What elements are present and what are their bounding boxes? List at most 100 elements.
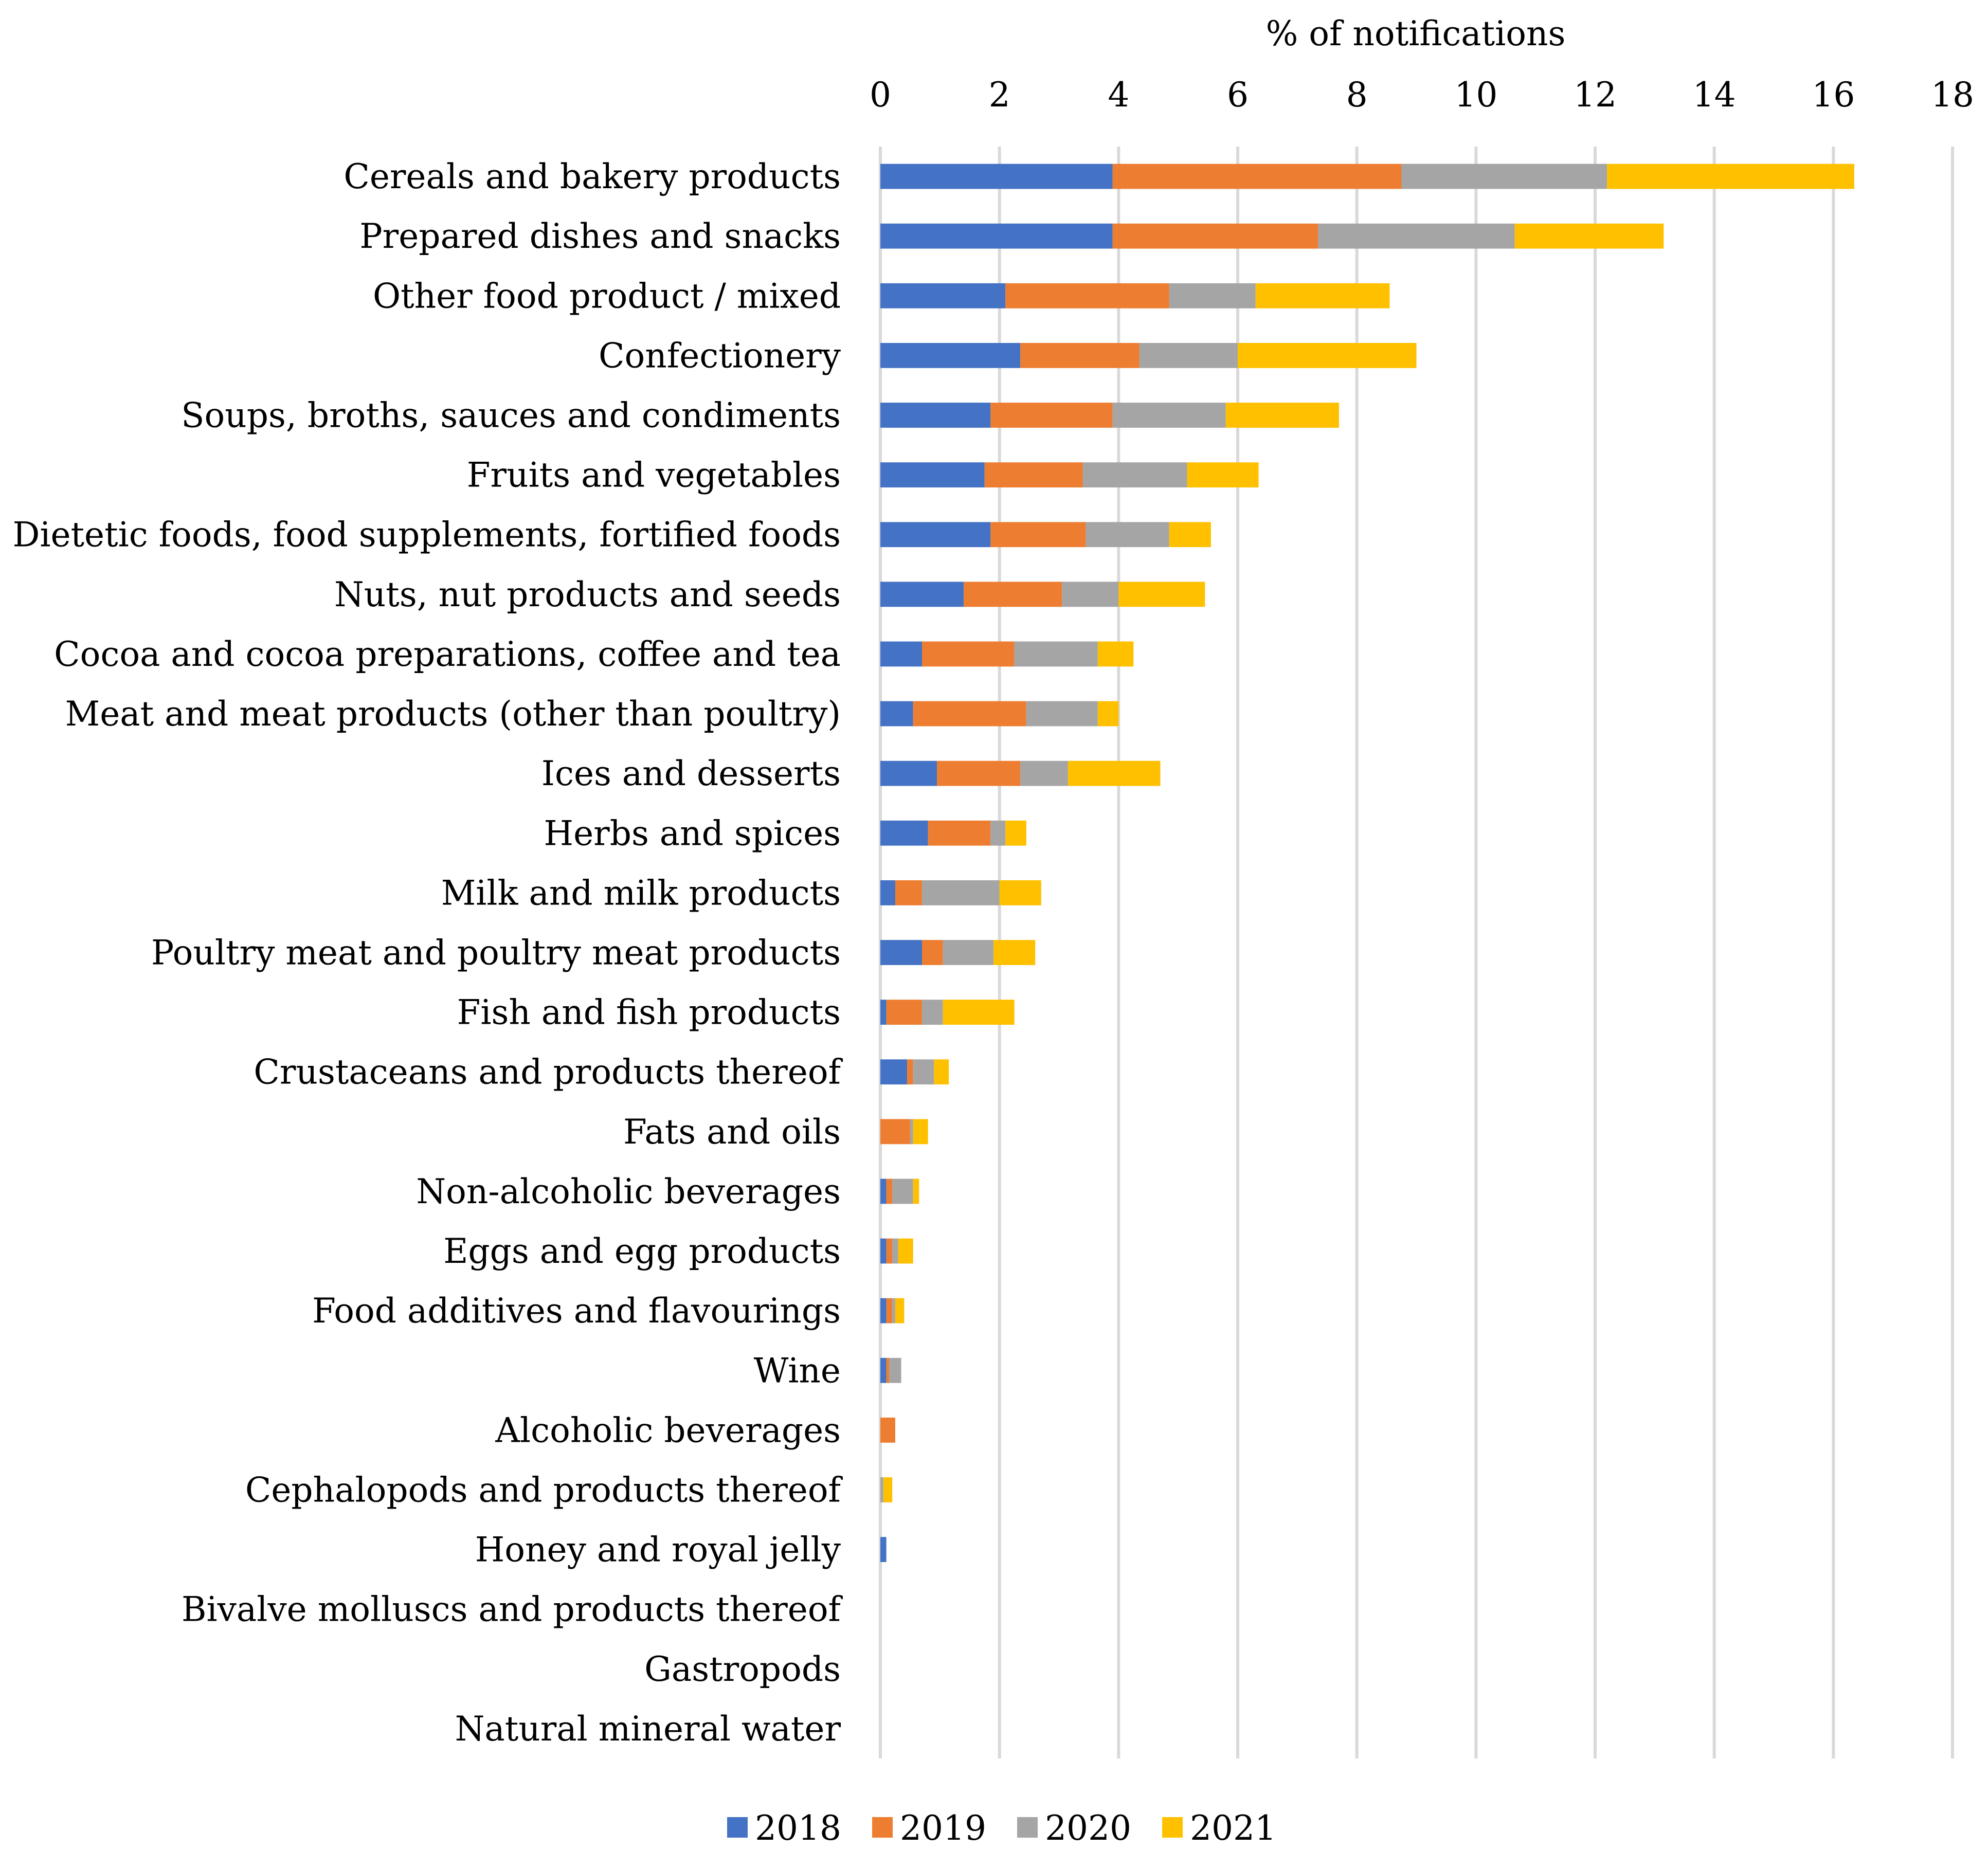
category-label: Ices and desserts [541,754,841,793]
bar-2019 [913,701,1026,727]
bar-2020 [1082,462,1187,487]
x-tick-label: 18 [1931,75,1974,115]
bar-2021 [1238,343,1417,368]
bar-2019 [886,1000,923,1025]
category-label: Fruits and vegetables [467,456,841,495]
bar-2018 [880,1000,887,1025]
legend-label-2020: 2020 [1045,1808,1131,1848]
bar-2018 [880,522,991,548]
bar-2019 [922,641,1015,667]
bar-2021 [993,940,1036,965]
category-label: Crustaceans and products thereof [254,1053,843,1092]
category-label: Dietetic foods, food supplements, fortif… [12,515,841,555]
bar-2020 [1401,164,1607,189]
bar-2018 [880,701,913,727]
x-axis-ticks: 0 2 4 6 8 10 12 14 16 18 [870,75,1974,115]
bar-2021 [1097,701,1119,727]
bar-2018 [880,1059,908,1085]
legend-swatch-2018 [727,1817,748,1838]
bar-2021 [934,1059,949,1085]
category-labels: Cereals and bakery products Prepared dish… [12,157,843,1749]
bar-2021 [913,1178,919,1204]
category-label: Confectionery [599,336,841,375]
bar-2019 [895,880,923,905]
category-label: Soups, broths, sauces and condiments [181,396,841,436]
bar-2019 [880,1119,910,1145]
bar-2018 [880,582,964,607]
category-label: Gastropods [644,1649,841,1689]
bar-2018 [880,820,928,846]
bar-2020 [1112,403,1226,428]
bar-2018 [880,760,937,786]
bar-2020 [913,1059,934,1085]
bar-2018 [880,940,923,965]
bar-2019 [984,462,1083,487]
bar-2018 [880,403,991,428]
bar-2020 [1169,283,1256,309]
bar-2020 [1020,760,1068,786]
x-tick-label: 8 [1346,75,1368,115]
bar-2020 [1062,582,1119,607]
category-label: Cephalopods and products thereof [245,1471,843,1510]
bar-2020 [1086,522,1169,548]
bar-2019 [886,1238,893,1264]
bar-2018 [880,343,1021,368]
legend-label-2021: 2021 [1190,1808,1276,1848]
legend-swatch-2019 [872,1817,893,1838]
bar-2020 [892,1298,895,1323]
category-label: Herbs and spices [544,813,841,853]
category-label: Alcoholic beverages [495,1410,841,1450]
bar-2018 [880,1298,887,1323]
bar-2018 [880,223,1113,249]
category-label: Bivalve molluscs and products thereof [182,1590,843,1629]
bar-2021 [943,1000,1015,1025]
bar-2020 [889,1357,901,1383]
bar-2019 [907,1059,913,1085]
bar-2021 [1097,641,1134,667]
bar-2020 [922,880,1000,905]
bar-2021 [1005,820,1026,846]
legend-swatch-2020 [1017,1817,1038,1838]
bar-2019 [886,1178,893,1204]
bars [880,164,1854,1562]
bar-2021 [999,880,1041,905]
bar-2018 [880,1178,887,1204]
bar-2018 [880,880,895,905]
bar-2018 [880,1537,887,1562]
bar-2020 [990,820,1006,846]
bar-2018 [880,1238,887,1264]
bar-2019 [928,820,991,846]
bar-2021 [913,1119,928,1145]
bar-2019 [880,1418,895,1443]
bar-2020 [910,1119,913,1145]
legend-label-2019: 2019 [900,1808,986,1848]
bar-2018 [880,641,923,667]
category-label: Eggs and egg products [443,1231,841,1271]
legend-label-2018: 2018 [755,1808,841,1848]
x-tick-label: 12 [1574,75,1617,115]
category-label: Natural mineral water [455,1709,841,1749]
category-label: Other food product / mixed [373,276,841,316]
bar-2021 [898,1238,913,1264]
x-axis-title: % of notifications [1266,14,1566,53]
category-label: Fats and oils [623,1112,841,1152]
bar-2019 [964,582,1062,607]
category-label: Nuts, nut products and seeds [334,575,841,614]
bar-2020 [1014,641,1098,667]
bar-2019 [937,760,1021,786]
category-label: Cereals and bakery products [344,157,841,196]
bar-2019 [990,522,1086,548]
bar-2021 [1255,283,1390,309]
bar-2018 [880,164,1113,189]
category-label: Wine [754,1351,841,1390]
category-label: Fish and fish products [457,993,841,1032]
bar-2021 [1169,522,1211,548]
bar-2021 [1187,462,1259,487]
bar-2018 [880,462,985,487]
bar-2019 [1005,283,1169,309]
bar-2020 [892,1178,913,1204]
x-tick-label: 14 [1693,75,1736,115]
bar-2019 [886,1357,890,1383]
bar-2019 [886,1298,893,1323]
bar-2018 [880,1357,887,1383]
